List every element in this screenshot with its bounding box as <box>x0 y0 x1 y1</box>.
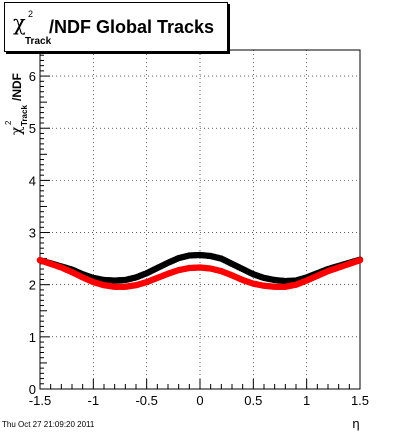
x-tick-label: 1 <box>303 393 310 408</box>
y-label-superscript: 2 <box>4 120 13 125</box>
x-tick-label: 1.5 <box>351 393 369 408</box>
x-tick-label: -0.5 <box>135 393 157 408</box>
x-tick-label: -1.5 <box>29 393 51 408</box>
x-tick-label: 0.5 <box>244 393 262 408</box>
title-chi-symbol: χ <box>13 11 26 35</box>
y-axis-label: χ2 Track/NDF <box>4 73 29 135</box>
x-tick-label: 0 <box>196 393 203 408</box>
y-tick-label: 6 <box>29 69 36 84</box>
y-tick-label: 1 <box>29 330 36 345</box>
y-label-subscript: Track <box>20 105 29 126</box>
title-superscript: 2 <box>28 9 34 19</box>
y-tick-label: 3 <box>29 226 36 241</box>
y-label-ndf: /NDF <box>10 73 24 101</box>
y-tick-label: 5 <box>29 121 36 136</box>
y-label-chi: χ <box>9 126 25 135</box>
title-subscript: Track <box>25 36 52 47</box>
x-tick-label: -1 <box>88 393 100 408</box>
data-point <box>356 256 364 264</box>
y-tick-label: 4 <box>29 173 36 188</box>
timestamp: Thu Oct 27 21:09:20 2011 <box>2 420 95 429</box>
chart-title: /NDF Global Tracks <box>49 17 215 37</box>
y-tick-label: 2 <box>29 278 36 293</box>
chart-title-box: χ 2 Track /NDF Global Tracks <box>4 2 228 52</box>
x-axis-label: η <box>352 416 359 431</box>
y-tick-label: 0 <box>29 382 36 397</box>
